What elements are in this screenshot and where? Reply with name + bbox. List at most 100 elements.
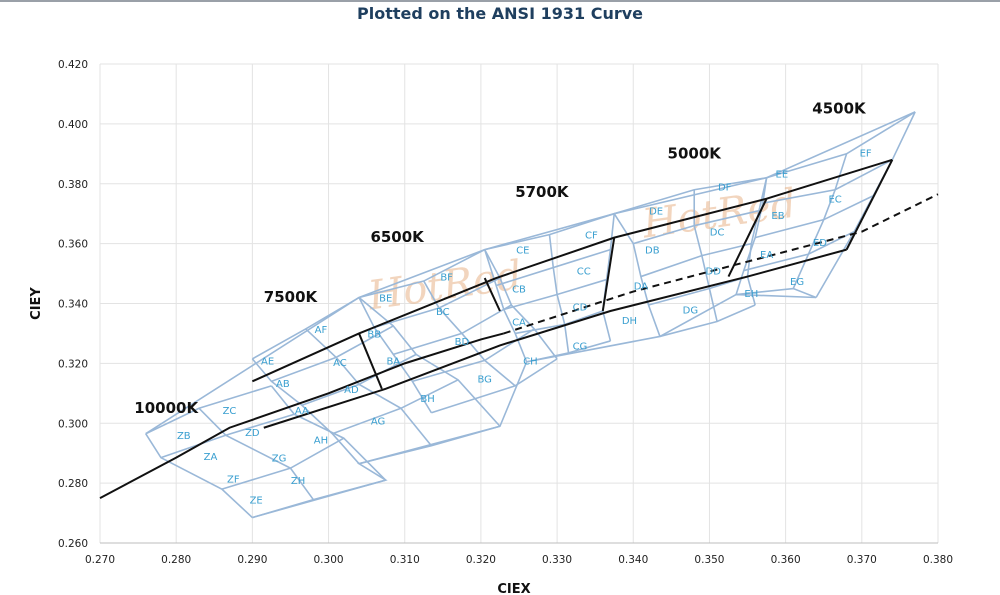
x-tick-label: 0.370 [847, 554, 877, 566]
bin-label: BE [379, 294, 392, 305]
x-tick-label: 0.340 [618, 554, 648, 566]
grid-lines [99, 63, 939, 544]
bin-label: AE [261, 356, 274, 367]
bin-isotherm [145, 433, 253, 519]
bin-row-line [301, 353, 417, 407]
x-tick-label: 0.330 [542, 554, 572, 566]
x-tick-label: 0.350 [694, 554, 724, 566]
bin-envelope-bottom [252, 293, 817, 519]
bin-label: DC [710, 228, 725, 239]
bin-label: AA [295, 406, 309, 417]
bin-label: BB [367, 329, 381, 340]
bin-label: AD [344, 385, 359, 396]
bin-row-line [503, 278, 607, 311]
bin-label: AH [314, 436, 328, 447]
bin-boundary-bold [483, 277, 501, 312]
x-tick-label: 0.310 [390, 554, 420, 566]
bin-label: BA [386, 356, 400, 367]
y-tick-label: 0.300 [58, 418, 88, 430]
bin-label: CG [573, 341, 588, 352]
bin-label: BD [455, 337, 470, 348]
bin-label: AB [276, 379, 290, 390]
bin-label: CC [577, 267, 591, 278]
bin-grid [145, 111, 916, 519]
bin-label: ZE [250, 496, 263, 507]
bin-label: EH [744, 289, 758, 300]
bin-label: DG [683, 305, 698, 316]
bin-boundary-bold [263, 248, 847, 429]
bin-row-line [736, 287, 817, 299]
bin-row-line [358, 248, 486, 299]
bin-label: AF [315, 325, 328, 336]
bin-boundary-bold [727, 198, 768, 277]
bin-row-line [251, 296, 360, 360]
bin-label: ZG [272, 454, 287, 465]
y-tick-label: 0.260 [58, 538, 88, 550]
bin-label: DF [718, 183, 732, 194]
bin-labels: ZB ZC ZA ZD ZF ZG ZE ZH AE AF AB AC AA AD AH AG BE BF BB BC… [177, 148, 872, 506]
bin-row-line [613, 176, 767, 215]
bin-envelope-top [145, 111, 916, 435]
bin-boundary-bold [358, 333, 383, 390]
top-rule [0, 0, 1000, 2]
x-tick-label: 0.270 [85, 554, 115, 566]
x-tick-label: 0.320 [466, 554, 496, 566]
bin-label: EG [790, 277, 804, 288]
bin-label: AC [333, 358, 347, 369]
bin-row-line [271, 325, 394, 383]
bin-row-line [484, 212, 615, 251]
bin-label: DB [645, 246, 660, 257]
bin-label: ED [813, 238, 827, 249]
bin-label: ZC [223, 406, 237, 417]
bin-label: DD [706, 267, 722, 278]
cct-label: 5700K [515, 183, 570, 201]
bin-label: CD [573, 302, 588, 313]
bin-label: DA [634, 282, 649, 293]
bin-row-line [160, 413, 295, 459]
bin-row-line [332, 379, 459, 435]
bin-boundary-bold [601, 237, 616, 312]
bin-row-line [762, 159, 893, 204]
bin-isotherm [270, 385, 387, 481]
y-tick-label: 0.420 [58, 59, 88, 71]
bin-row-line [659, 304, 756, 338]
bin-label: AG [371, 416, 385, 427]
bin-label: CH [523, 356, 538, 367]
bin-boundary-bold [845, 159, 894, 251]
bin-row-line [145, 385, 272, 435]
bin-label: CF [585, 231, 598, 242]
cct-label: 6500K [370, 228, 425, 246]
x-tick-label: 0.380 [923, 554, 953, 566]
bin-label: ZD [245, 428, 260, 439]
chart-title: Plotted on the ANSI 1931 Curve [356, 4, 643, 23]
y-tick-label: 0.320 [58, 358, 88, 370]
bin-label: ZB [177, 431, 191, 442]
x-axis-label: CIEX [497, 582, 530, 595]
bin-row-line [640, 242, 752, 278]
axes: 0.270 0.280 0.290 0.300 0.310 0.320 0.330 0.340… [58, 59, 953, 566]
bin-boundary-bold [251, 158, 893, 383]
bin-label: EE [776, 169, 789, 180]
y-tick-label: 0.280 [58, 478, 88, 490]
bin-label: BG [477, 374, 491, 385]
bin-label: ZA [204, 452, 218, 463]
x-tick-label: 0.290 [237, 554, 267, 566]
bin-label: CE [516, 246, 529, 257]
locus-lines [99, 158, 939, 499]
cct-labels: 10000K 7500K 6500K 5700K 5000K 4500K [134, 99, 867, 416]
bin-row-line [766, 111, 916, 179]
x-tick-label: 0.360 [771, 554, 801, 566]
bin-label: ZH [291, 476, 305, 487]
bin-label: CB [512, 285, 526, 296]
bin-label: DH [622, 316, 637, 327]
cct-label: 10000K [134, 399, 199, 417]
bin-row-line [374, 277, 501, 329]
bin-row-line [495, 248, 611, 287]
locus-dashed [503, 193, 939, 335]
bin-label: EB [771, 211, 784, 222]
y-tick-label: 0.360 [58, 239, 88, 251]
bin-label: CA [512, 317, 526, 328]
bin-label: ZF [227, 475, 240, 486]
